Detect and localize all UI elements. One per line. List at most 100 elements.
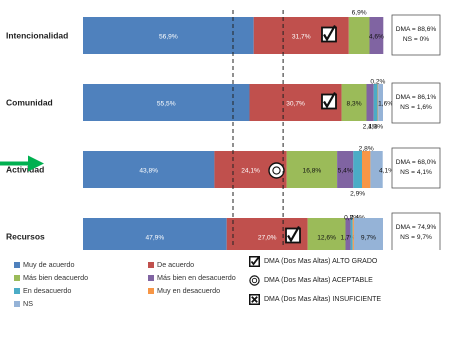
legend-check-label: DMA (Dos Mas Altas) ALTO GRADO [264, 258, 378, 265]
check-box-icon [321, 91, 337, 110]
bar-segment [362, 151, 371, 188]
legend-item: Más bien en desacuerdo [148, 273, 236, 282]
data-label: 2,4% [363, 124, 378, 131]
data-label: 0,7% [344, 215, 359, 222]
kpi-dma: DMA = 74,9% [396, 224, 437, 231]
data-label: 27,0% [258, 235, 277, 242]
kpi-ns: NS = 4,1% [400, 169, 432, 176]
legend-swatch [14, 274, 20, 281]
data-label: 24,1% [241, 168, 260, 175]
category-label: Recursos [6, 232, 45, 242]
legend-cross: DMA (Dos Mas Altas) INSUFICIENTE [249, 294, 381, 305]
data-label: 2,9% [350, 191, 365, 198]
bar-segment [83, 17, 254, 54]
bar-segment [348, 17, 370, 54]
bar-segment [345, 218, 351, 250]
legend-circle: DMA (Dos Mas Altas) ACEPTABLE [249, 275, 373, 286]
legend-label: NS [23, 299, 33, 308]
category-label: Comunidad [6, 98, 53, 108]
bar-segment [352, 218, 354, 250]
category-label: Actividad [6, 165, 44, 175]
data-label: 6,9% [352, 10, 367, 17]
legend-item: Muy en desacuerdo [148, 286, 220, 295]
data-label: 1,7% [341, 235, 356, 242]
legend-item: NS [14, 299, 33, 308]
legend-label: Más bien deacuerdo [23, 273, 89, 282]
legend-check: DMA (Dos Mas Altas) ALTO GRADO [249, 256, 377, 267]
bar-segment [337, 151, 354, 188]
legend-label: En desacuerdo [23, 286, 72, 295]
legend-swatch [148, 274, 154, 281]
legend-item: Muy de acuerdo [14, 260, 75, 269]
legend-label: Muy de acuerdo [23, 260, 75, 269]
legend-swatch [148, 261, 154, 268]
check-mark [323, 24, 336, 42]
check-box-icon [285, 225, 301, 244]
kpi-dma: DMA = 86,1% [396, 94, 437, 101]
data-label: 56,9% [159, 34, 178, 41]
legend-item: Más bien deacuerdo [14, 273, 88, 282]
legend-label: Muy en desacuerdo [157, 286, 221, 295]
data-label: 43,8% [139, 168, 158, 175]
kpi-ns: NS = 9,7% [400, 234, 432, 241]
arrow-shaft [0, 161, 30, 166]
bar-segment [353, 151, 362, 188]
kpi-box [391, 82, 441, 124]
data-label: 47,9% [145, 235, 164, 242]
bar-segment [286, 151, 338, 188]
data-label: 16,8% [303, 168, 322, 175]
bar-segment [366, 84, 374, 121]
data-label: 8,3% [347, 101, 362, 108]
legend-swatch [148, 287, 154, 294]
legend-swatch [14, 261, 20, 268]
legend-item: De acuerdo [148, 260, 194, 269]
data-label: 1,3% [368, 124, 383, 131]
bar-segment [353, 218, 383, 250]
legend-circle-label: DMA (Dos Mas Altas) ACEPTABLE [264, 277, 373, 284]
legend-label: Más bien en desacuerdo [157, 273, 236, 282]
kpi-ns: NS = 0% [403, 36, 429, 43]
data-label: 9,7% [361, 235, 376, 242]
check-box-icon [249, 256, 260, 267]
check-mark [323, 91, 336, 109]
bar-segment [83, 151, 215, 188]
circle-icon [268, 162, 285, 179]
bar-segment [377, 84, 379, 121]
data-label: 12,6% [317, 235, 336, 242]
kpi-dma: DMA = 88,6% [396, 26, 437, 33]
stacked-bar-chart: Intencionalidad 56,9% 31,7% 6,9% 4,6% DMA = 8… [0, 10, 441, 250]
bar-segment [341, 84, 367, 121]
check-box-icon [321, 24, 337, 43]
check-mark [287, 225, 300, 243]
data-label: 4,1% [379, 168, 394, 175]
data-label: 1,6% [378, 101, 393, 108]
bar-segment [378, 84, 383, 121]
bar-segment [370, 151, 383, 188]
data-label: 4,6% [369, 34, 384, 41]
bar-segment [373, 84, 378, 121]
category-label: Intencionalidad [6, 31, 68, 41]
bar-segment [350, 218, 353, 250]
kpi-dma: DMA = 68,0% [396, 159, 437, 166]
data-label: 2,8% [359, 146, 374, 153]
circle-inner [272, 166, 281, 175]
legend-swatch [14, 287, 20, 294]
kpi-box [391, 147, 441, 189]
kpi-box [391, 14, 441, 56]
data-label: 55,5% [157, 101, 176, 108]
bar-segment [83, 84, 250, 121]
data-label: 0,2% [370, 79, 385, 86]
legend-item: En desacuerdo [14, 286, 71, 295]
bar-segment [369, 17, 384, 54]
legend-swatch [14, 300, 20, 307]
data-label: 5,4% [338, 168, 353, 175]
bar-segment [307, 218, 346, 250]
kpi-box [391, 212, 441, 250]
highlight-arrow-icon [0, 155, 44, 172]
data-label: 31,7% [292, 34, 311, 41]
legend-label: De acuerdo [157, 260, 195, 269]
legend-cross-label: DMA (Dos Mas Altas) INSUFICIENTE [264, 296, 382, 303]
data-label: 30,7% [286, 101, 305, 108]
kpi-ns: NS = 1,6% [400, 104, 432, 111]
circle-icon [249, 275, 260, 286]
